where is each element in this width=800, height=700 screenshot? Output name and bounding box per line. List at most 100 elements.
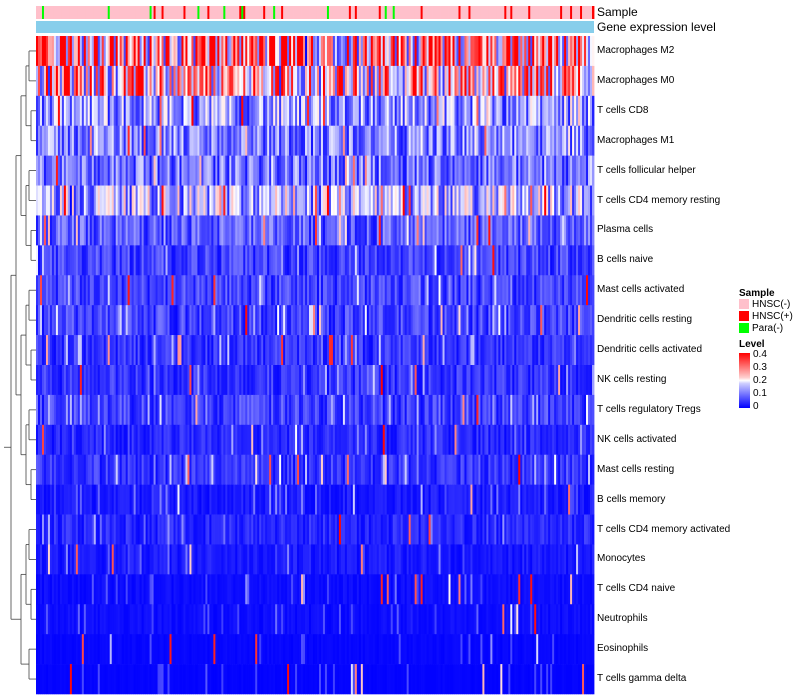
heatmap-cell: [510, 95, 513, 127]
heatmap-cell: [390, 484, 394, 515]
heatmap-cell: [285, 484, 288, 515]
heatmap-cell: [444, 65, 447, 97]
heatmap-cell: [37, 335, 41, 366]
heatmap-cell: [376, 305, 380, 336]
heatmap-cell: [167, 394, 170, 426]
heatmap-cell: [330, 365, 334, 396]
heatmap-cell: [241, 305, 244, 336]
heatmap-cell: [215, 65, 218, 97]
heatmap-cell: [524, 215, 527, 246]
heatmap-cell: [205, 454, 208, 485]
heatmap-cell: [454, 275, 457, 306]
heatmap-cell: [550, 95, 553, 127]
heatmap-cell: [237, 215, 240, 246]
heatmap-cell: [217, 365, 220, 396]
heatmap-cell: [526, 155, 529, 186]
heatmap-cell: [586, 125, 589, 156]
heatmap-cell: [468, 36, 471, 67]
heatmap-cell: [69, 125, 73, 156]
heatmap-cell: [195, 454, 198, 485]
heatmap-cell: [275, 335, 278, 366]
heatmap-cell: [592, 454, 595, 485]
heatmap-cell: [332, 245, 336, 276]
heatmap-cell: [568, 365, 571, 396]
heatmap-cell: [588, 365, 591, 396]
heatmap-cell: [480, 305, 483, 336]
heatmap-cell: [592, 215, 595, 246]
heatmap-cell: [360, 215, 364, 246]
sample-cell: [326, 6, 330, 19]
heatmap-cell: [560, 424, 563, 456]
heatmap-cell: [586, 305, 589, 336]
sample-cell: [161, 6, 164, 19]
heatmap-cell: [223, 245, 226, 276]
heatmap-cell: [362, 155, 366, 186]
heatmap-cell: [516, 245, 519, 276]
heatmap-cell: [241, 215, 244, 246]
sample-cell: [544, 6, 547, 19]
heatmap-cell: [430, 155, 433, 186]
sample-cell: [277, 6, 280, 19]
heatmap-cell: [133, 335, 137, 366]
heatmap-cell: [127, 95, 131, 127]
heatmap-cell: [117, 185, 121, 216]
heatmap-cell: [326, 95, 330, 127]
heatmap-cell: [207, 305, 210, 336]
heatmap-cell: [466, 185, 469, 216]
heatmap-cell: [107, 424, 111, 456]
heatmap-cell: [95, 424, 99, 456]
heatmap-cell: [151, 305, 154, 336]
heatmap-cell: [303, 335, 306, 366]
heatmap-cell: [342, 454, 346, 485]
heatmap-cell: [382, 125, 386, 156]
heatmap-cell: [570, 125, 573, 156]
heatmap-cell: [145, 125, 148, 156]
sample-cell: [207, 6, 210, 19]
heatmap-cell: [538, 36, 541, 67]
heatmap-cell: [354, 335, 358, 366]
heatmap-cell: [185, 185, 188, 216]
heatmap-cell: [492, 335, 495, 366]
heatmap-cell: [303, 155, 306, 186]
heatmap-cell: [324, 275, 328, 306]
heatmap-cell: [111, 394, 115, 426]
heatmap-cell: [512, 185, 515, 216]
heatmap-cell: [372, 335, 376, 366]
heatmap-cell: [336, 155, 340, 186]
heatmap-cell: [273, 215, 276, 246]
heatmap-cell: [502, 335, 505, 366]
heatmap-cell: [566, 215, 569, 246]
heatmap-cell: [115, 305, 119, 336]
heatmap-cell: [67, 424, 71, 456]
heatmap-cell: [486, 335, 489, 366]
heatmap-cell: [436, 95, 439, 127]
heatmap-cell: [36, 424, 39, 456]
heatmap-cell: [175, 95, 178, 127]
heatmap-cell: [289, 65, 292, 97]
heatmap-cell: [155, 95, 158, 127]
heatmap-cell: [592, 335, 595, 366]
heatmap-cell: [205, 36, 208, 67]
heatmap-cell: [305, 454, 308, 485]
heatmap-cell: [462, 155, 465, 186]
heatmap-cell: [500, 484, 503, 515]
heatmap-cell: [165, 365, 168, 396]
heatmap-cell: [249, 514, 252, 545]
heatmap-cell: [508, 394, 511, 426]
heatmap-cell: [474, 36, 477, 67]
heatmap-cell: [494, 275, 497, 306]
heatmap-cell: [257, 125, 260, 156]
heatmap-cell: [127, 394, 131, 426]
heatmap-cell: [211, 155, 214, 186]
heatmap-cell: [572, 484, 575, 515]
heatmap-cell: [219, 514, 222, 545]
heatmap-cell: [63, 484, 67, 515]
sample-cell: [422, 6, 426, 19]
heatmap-cell: [151, 514, 154, 545]
heatmap-cell: [532, 365, 535, 396]
heatmap-cell: [456, 275, 459, 306]
heatmap-cell: [289, 95, 292, 127]
heatmap-cell: [454, 65, 457, 97]
heatmap-cell: [307, 36, 310, 67]
heatmap-cell: [299, 155, 302, 186]
